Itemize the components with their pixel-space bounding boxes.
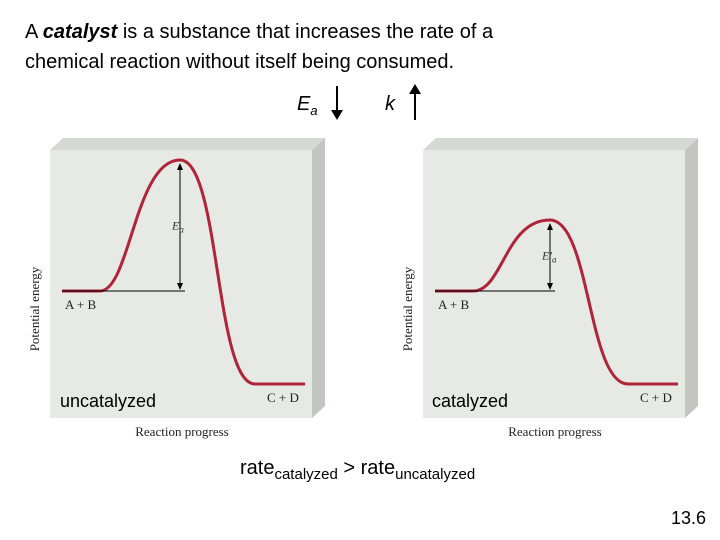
product-label: C + D [640, 390, 672, 405]
arrowhead [547, 283, 553, 290]
product-label: C + D [267, 390, 299, 405]
title-emphasis: catalyst [43, 21, 119, 43]
barrier-label: E′a [541, 249, 557, 265]
subscript: a [552, 255, 557, 265]
rate: rate [240, 457, 274, 479]
title-line-1: A catalyst is a substance that increases… [25, 21, 494, 43]
k-effect: k [385, 93, 396, 115]
rate-comparison: ratecatalyzed > rateuncatalyzed [240, 457, 475, 483]
reactant-label: A + B [65, 297, 97, 312]
slide-number: 13.6 [671, 508, 706, 528]
symbol: E [297, 93, 311, 115]
up-arrow [409, 84, 421, 120]
reactant-label: A + B [438, 297, 470, 312]
y-axis-label: Potential energy [400, 266, 415, 351]
subscript: a [179, 225, 184, 235]
title-text: is a substance that increases the rate o… [117, 21, 494, 43]
greater-rate: > rate [338, 457, 395, 479]
title-line-2: chemical reaction without itself being c… [25, 51, 454, 73]
symbol: E′ [541, 249, 552, 263]
ea-effect: Ea [297, 93, 318, 118]
energy-curve [62, 158, 305, 386]
panel-side [685, 138, 698, 418]
symbol: E [171, 219, 180, 233]
panel-face [423, 150, 685, 418]
barrier-label: Ea [171, 219, 184, 235]
panel-caption: catalyzed [432, 391, 508, 411]
arrowhead [177, 163, 183, 170]
x-axis-label: Reaction progress [135, 424, 229, 439]
y-axis-label: Potential energy [27, 266, 42, 351]
x-axis-label: Reaction progress [508, 424, 602, 439]
panel-side [312, 138, 325, 418]
title-text: A [25, 21, 43, 43]
panel-top [423, 138, 698, 150]
energy-curve [435, 218, 678, 386]
subscript: a [310, 103, 317, 118]
arrowhead [547, 223, 553, 230]
down-arrow [331, 86, 343, 120]
subscript: uncatalyzed [395, 466, 475, 483]
subscript: catalyzed [274, 466, 337, 483]
panel-caption: uncatalyzed [60, 391, 156, 411]
panel-top [50, 138, 325, 150]
arrowhead [177, 283, 183, 290]
